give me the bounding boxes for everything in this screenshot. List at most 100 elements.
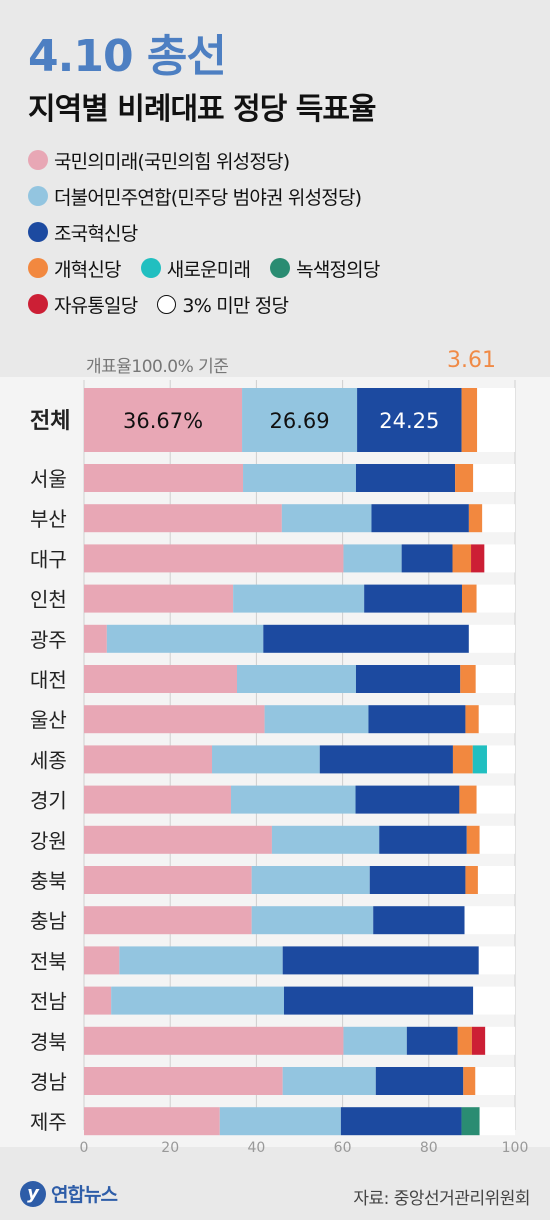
bar-segment <box>368 705 466 734</box>
category-label: 경기 <box>30 789 67 813</box>
bar-segment <box>373 906 465 935</box>
bar-segment <box>84 785 231 814</box>
x-tick-label: 20 <box>161 1140 179 1156</box>
chart-subtitle: 지역별 비례대표 정당 득표율 <box>28 92 377 127</box>
bar-segment <box>355 665 461 693</box>
bar-segment <box>251 906 374 935</box>
legend-item-dp-satellite: 더불어민주연합(민주당 범야권 위성정당) <box>28 183 362 210</box>
bar-segment <box>119 946 283 975</box>
category-label: 충남 <box>30 909 67 933</box>
bar-segment <box>282 1067 376 1095</box>
bar-segment <box>84 665 238 693</box>
bar-segment <box>84 584 234 613</box>
yonhap-logo: y 연합뉴스 <box>20 1180 118 1207</box>
legend-swatch-icon <box>28 258 48 278</box>
legend-row: 조국혁신당 <box>28 214 538 250</box>
legend-row: 개혁신당 새로운미래 녹색정의당 <box>28 250 538 286</box>
bar-segment <box>484 544 515 573</box>
legend-swatch-icon <box>157 294 177 314</box>
bar-segment <box>369 866 466 894</box>
legend-row: 국민의미래(국민의힘 위성정당) <box>28 142 538 178</box>
bar-segment <box>463 1067 476 1095</box>
legend-item-minor-parties: 3% 미만 정당 <box>157 291 289 318</box>
bar-segment <box>371 504 469 533</box>
yonhap-logo-icon: y <box>20 1180 46 1207</box>
bar-segment <box>283 986 474 1015</box>
bar-segment <box>476 584 515 613</box>
legend-label: 자유통일당 <box>54 294 138 317</box>
bar-segment <box>364 584 462 613</box>
legend-item-liberty-unification: 자유통일당 <box>28 291 138 318</box>
category-label: 대구 <box>30 547 67 571</box>
bar-segment <box>406 1026 458 1055</box>
category-label: 서울 <box>30 467 67 491</box>
bar-segment <box>84 1107 220 1136</box>
bar-segment <box>482 504 515 533</box>
category-label: 울산 <box>30 708 67 732</box>
count-note: 개표율100.0% 기준 <box>86 357 229 377</box>
legend-label: 3% 미만 정당 <box>182 294 289 317</box>
legend-row: 더불어민주연합(민주당 범야권 위성정당) <box>28 178 538 214</box>
category-label: 충북 <box>30 869 67 893</box>
legend-label: 녹색정의당 <box>296 258 380 281</box>
bar-segment <box>319 745 453 774</box>
bar-segment <box>478 705 515 734</box>
bar-segment <box>84 745 213 774</box>
bar-segment <box>476 785 515 814</box>
bar-segment <box>479 1107 515 1136</box>
bar-segment <box>401 544 453 573</box>
bar-segment <box>379 825 467 854</box>
bar-segment <box>468 624 515 653</box>
chart-area: 개표율100.0% 기준 3.61 전체 서울 부산 대구 인천 광주 대전 울산 세종 경기 강원… <box>0 340 550 1160</box>
bar-segment <box>355 464 456 492</box>
bar-segment <box>475 1067 515 1095</box>
x-tick-label: 40 <box>247 1140 265 1156</box>
bar-segment <box>471 1026 486 1055</box>
bar-segment <box>479 825 515 854</box>
legend-swatch-icon <box>28 294 48 314</box>
category-label: 전체 <box>30 409 70 434</box>
bar-segment <box>355 785 460 814</box>
bar-segment <box>461 1107 480 1136</box>
bar-segment <box>271 825 380 854</box>
bar-segment <box>340 1107 462 1136</box>
category-label: 부산 <box>30 507 67 531</box>
legend-item-green-justice: 녹색정의당 <box>270 255 380 282</box>
data-label: 36.67% <box>123 409 203 433</box>
category-label: 전남 <box>30 990 67 1014</box>
bar-segment <box>478 946 515 975</box>
bar-segment <box>84 705 265 734</box>
legend-label: 새로운미래 <box>166 258 251 281</box>
bar-segment <box>243 464 356 492</box>
category-label: 세종 <box>30 748 67 772</box>
bar-segment <box>452 745 473 774</box>
category-label: 전북 <box>30 949 67 973</box>
legend-item-ppp-satellite: 국민의미래(국민의힘 위성정당) <box>28 147 290 174</box>
legend-swatch-icon <box>28 150 48 170</box>
bar-segment <box>343 1026 407 1055</box>
category-label: 제주 <box>30 1110 67 1134</box>
bar-segment <box>84 1067 283 1095</box>
data-label: 26.69 <box>270 409 330 433</box>
bar-segment <box>485 1026 515 1055</box>
legend-swatch-icon <box>270 258 291 278</box>
bar-segment <box>465 705 479 734</box>
bar-segment <box>237 665 356 693</box>
bar-segment <box>459 785 477 814</box>
legend-label: 국민의미래(국민의힘 위성정당) <box>54 150 290 173</box>
x-tick-label: 0 <box>80 1140 89 1156</box>
bar-segment <box>230 785 356 814</box>
bar-segment <box>468 504 483 533</box>
legend-label: 더불어민주연합(민주당 범야권 위성정당) <box>54 186 362 209</box>
x-tick-label: 60 <box>334 1140 352 1156</box>
reform-total-label: 3.61 <box>447 348 496 373</box>
bar-segment <box>455 464 474 492</box>
chart-title: 4.10 총선 <box>28 31 227 82</box>
bar-segment <box>233 584 365 613</box>
bar-segment <box>84 906 252 935</box>
category-label: 경북 <box>30 1030 67 1054</box>
bar-segment <box>357 388 462 452</box>
bar-segment <box>464 906 515 935</box>
bar-segment <box>212 745 320 774</box>
